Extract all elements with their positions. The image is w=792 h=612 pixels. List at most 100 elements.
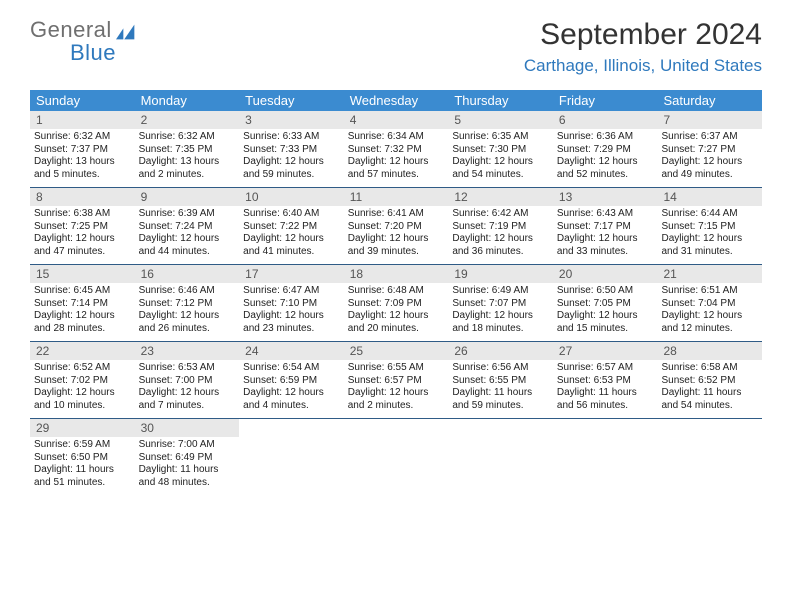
sunrise-text: Sunrise: 6:59 AM <box>34 439 131 452</box>
sunset-text: Sunset: 6:52 PM <box>661 375 758 388</box>
sunrise-text: Sunrise: 6:36 AM <box>557 131 654 144</box>
month-title: September 2024 <box>524 18 762 52</box>
day-number: 18 <box>344 265 449 283</box>
sunset-text: Sunset: 7:05 PM <box>557 298 654 311</box>
sunset-text: Sunset: 7:19 PM <box>452 221 549 234</box>
brand-line2: Blue <box>70 41 116 64</box>
sunrise-text: Sunrise: 6:47 AM <box>243 285 340 298</box>
day-cell: Sunrise: 6:34 AMSunset: 7:32 PMDaylight:… <box>344 129 449 187</box>
day-cell: Sunrise: 6:56 AMSunset: 6:55 PMDaylight:… <box>448 360 553 418</box>
sunrise-text: Sunrise: 6:44 AM <box>661 208 758 221</box>
day-cell: Sunrise: 6:38 AMSunset: 7:25 PMDaylight:… <box>30 206 135 264</box>
sunrise-text: Sunrise: 7:00 AM <box>139 439 236 452</box>
day-cell <box>239 437 344 495</box>
sunrise-text: Sunrise: 6:48 AM <box>348 285 445 298</box>
day-number: 29 <box>30 419 135 437</box>
day-number: 15 <box>30 265 135 283</box>
day-number: 7 <box>657 111 762 129</box>
daylight-text: Daylight: 12 hours and 39 minutes. <box>348 233 445 258</box>
sunrise-text: Sunrise: 6:35 AM <box>452 131 549 144</box>
day-cell: Sunrise: 6:39 AMSunset: 7:24 PMDaylight:… <box>135 206 240 264</box>
day-cell: Sunrise: 6:45 AMSunset: 7:14 PMDaylight:… <box>30 283 135 341</box>
day-number: 1 <box>30 111 135 129</box>
daylight-text: Daylight: 11 hours and 51 minutes. <box>34 464 131 489</box>
day-number: 23 <box>135 342 240 360</box>
daylight-text: Daylight: 12 hours and 12 minutes. <box>661 310 758 335</box>
day-number: 17 <box>239 265 344 283</box>
day-number: 12 <box>448 188 553 206</box>
daylight-text: Daylight: 12 hours and 2 minutes. <box>348 387 445 412</box>
day-cell: Sunrise: 6:50 AMSunset: 7:05 PMDaylight:… <box>553 283 658 341</box>
sunrise-text: Sunrise: 6:32 AM <box>34 131 131 144</box>
day-number: 4 <box>344 111 449 129</box>
day-number: 20 <box>553 265 658 283</box>
sunset-text: Sunset: 7:09 PM <box>348 298 445 311</box>
day-number: 13 <box>553 188 658 206</box>
day-cell: Sunrise: 6:54 AMSunset: 6:59 PMDaylight:… <box>239 360 344 418</box>
day-number: 9 <box>135 188 240 206</box>
daylight-text: Daylight: 12 hours and 47 minutes. <box>34 233 131 258</box>
day-header: Sunday <box>30 90 135 111</box>
daylight-text: Daylight: 12 hours and 15 minutes. <box>557 310 654 335</box>
day-number: 11 <box>344 188 449 206</box>
day-cell: Sunrise: 6:40 AMSunset: 7:22 PMDaylight:… <box>239 206 344 264</box>
daynum-row: 2930 <box>30 419 762 437</box>
day-number: 19 <box>448 265 553 283</box>
day-cell: Sunrise: 6:57 AMSunset: 6:53 PMDaylight:… <box>553 360 658 418</box>
sunrise-text: Sunrise: 6:41 AM <box>348 208 445 221</box>
day-cell: Sunrise: 6:41 AMSunset: 7:20 PMDaylight:… <box>344 206 449 264</box>
daylight-text: Daylight: 12 hours and 33 minutes. <box>557 233 654 258</box>
sunrise-text: Sunrise: 6:45 AM <box>34 285 131 298</box>
sunset-text: Sunset: 7:07 PM <box>452 298 549 311</box>
day-number: 24 <box>239 342 344 360</box>
sunrise-text: Sunrise: 6:34 AM <box>348 131 445 144</box>
day-number: 25 <box>344 342 449 360</box>
sunset-text: Sunset: 7:20 PM <box>348 221 445 234</box>
day-header: Tuesday <box>239 90 344 111</box>
sunset-text: Sunset: 7:27 PM <box>661 144 758 157</box>
daylight-text: Daylight: 12 hours and 52 minutes. <box>557 156 654 181</box>
day-number: 3 <box>239 111 344 129</box>
day-cell <box>657 437 762 495</box>
daylight-text: Daylight: 12 hours and 41 minutes. <box>243 233 340 258</box>
sunset-text: Sunset: 6:53 PM <box>557 375 654 388</box>
daylight-text: Daylight: 12 hours and 4 minutes. <box>243 387 340 412</box>
day-cell: Sunrise: 6:32 AMSunset: 7:37 PMDaylight:… <box>30 129 135 187</box>
day-cell: Sunrise: 6:33 AMSunset: 7:33 PMDaylight:… <box>239 129 344 187</box>
daylight-text: Daylight: 13 hours and 5 minutes. <box>34 156 131 181</box>
sunset-text: Sunset: 7:37 PM <box>34 144 131 157</box>
day-number: 22 <box>30 342 135 360</box>
sunset-text: Sunset: 7:15 PM <box>661 221 758 234</box>
daylight-text: Daylight: 12 hours and 59 minutes. <box>243 156 340 181</box>
daylight-text: Daylight: 11 hours and 59 minutes. <box>452 387 549 412</box>
day-cell: Sunrise: 7:00 AMSunset: 6:49 PMDaylight:… <box>135 437 240 495</box>
week-row: Sunrise: 6:52 AMSunset: 7:02 PMDaylight:… <box>30 360 762 419</box>
sunset-text: Sunset: 6:55 PM <box>452 375 549 388</box>
daynum-row: 15161718192021 <box>30 265 762 283</box>
sunset-text: Sunset: 7:02 PM <box>34 375 131 388</box>
daylight-text: Daylight: 11 hours and 54 minutes. <box>661 387 758 412</box>
day-cell <box>448 437 553 495</box>
sunset-text: Sunset: 7:24 PM <box>139 221 236 234</box>
sunrise-text: Sunrise: 6:51 AM <box>661 285 758 298</box>
daylight-text: Daylight: 13 hours and 2 minutes. <box>139 156 236 181</box>
daynum-row: 1234567 <box>30 111 762 129</box>
sunrise-text: Sunrise: 6:54 AM <box>243 362 340 375</box>
day-cell: Sunrise: 6:32 AMSunset: 7:35 PMDaylight:… <box>135 129 240 187</box>
sunset-text: Sunset: 7:25 PM <box>34 221 131 234</box>
title-block: September 2024 Carthage, Illinois, Unite… <box>524 18 762 76</box>
location: Carthage, Illinois, United States <box>524 56 762 76</box>
sunset-text: Sunset: 6:49 PM <box>139 452 236 465</box>
day-header: Saturday <box>657 90 762 111</box>
daylight-text: Daylight: 12 hours and 31 minutes. <box>661 233 758 258</box>
sunset-text: Sunset: 6:50 PM <box>34 452 131 465</box>
sunset-text: Sunset: 7:17 PM <box>557 221 654 234</box>
day-header: Friday <box>553 90 658 111</box>
sunrise-text: Sunrise: 6:43 AM <box>557 208 654 221</box>
daynum-row: 22232425262728 <box>30 342 762 360</box>
daylight-text: Daylight: 12 hours and 54 minutes. <box>452 156 549 181</box>
daynum-row: 891011121314 <box>30 188 762 206</box>
daylight-text: Daylight: 12 hours and 26 minutes. <box>139 310 236 335</box>
sunset-text: Sunset: 6:59 PM <box>243 375 340 388</box>
day-header: Monday <box>135 90 240 111</box>
